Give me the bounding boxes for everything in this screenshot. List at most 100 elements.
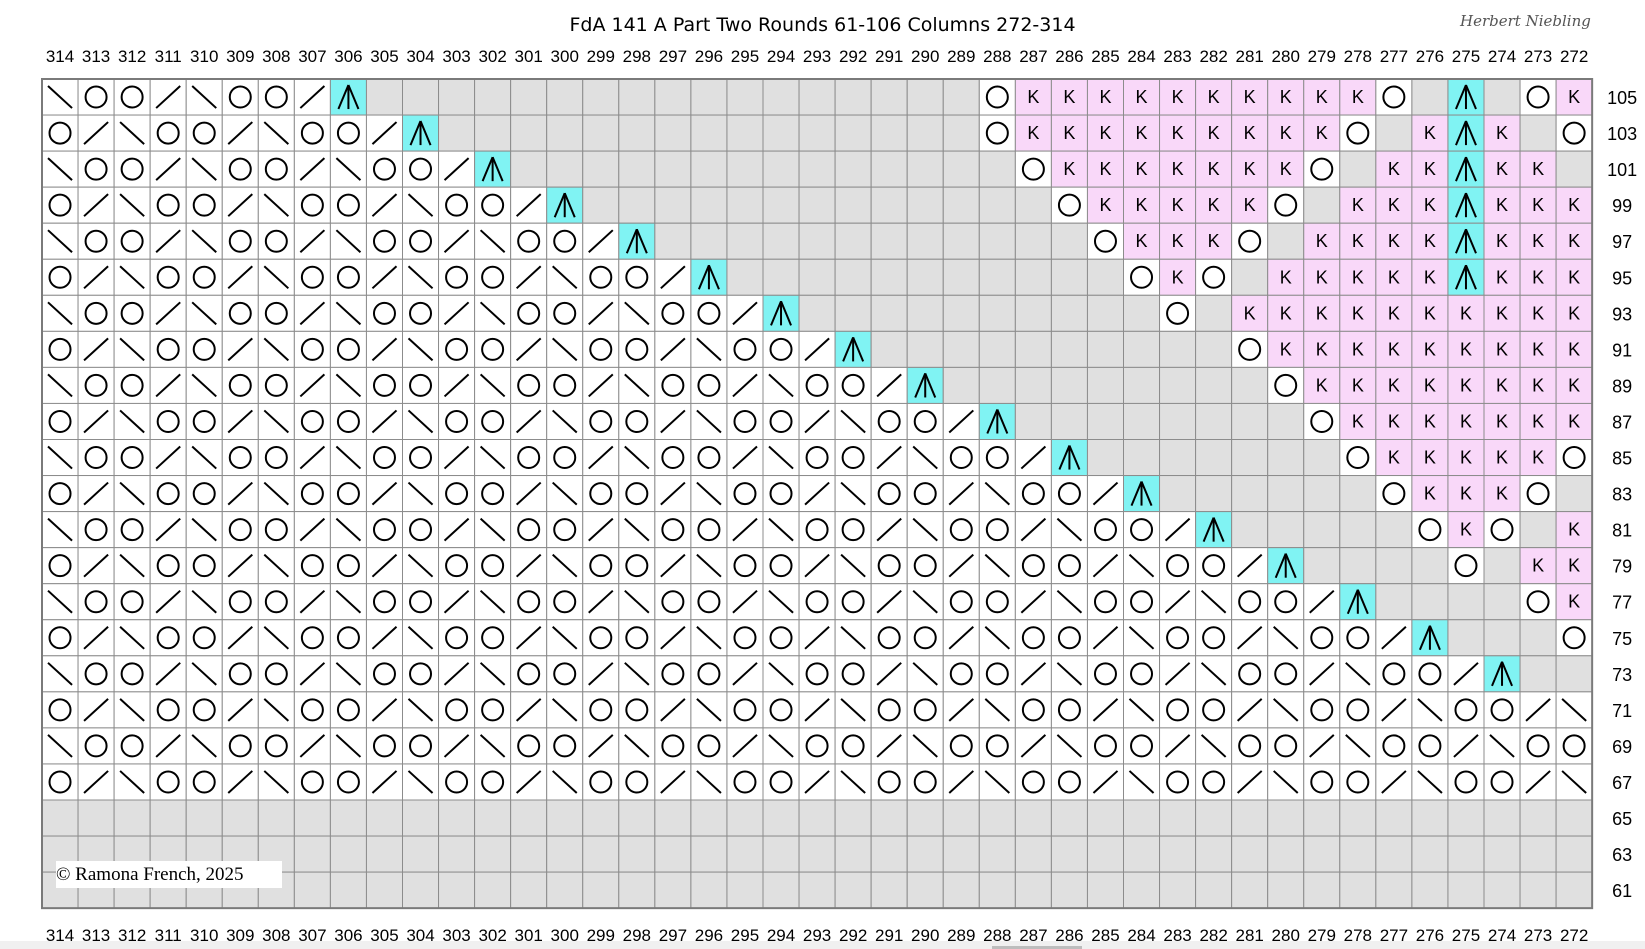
knit-symbol: K: [1244, 303, 1256, 323]
ssk-symbol: [335, 373, 362, 398]
knit-symbol: K: [1568, 520, 1580, 540]
column-label-top-293: 293: [803, 47, 831, 66]
chart-cell-101-301: [510, 150, 548, 188]
column-label-top-272: 272: [1560, 47, 1588, 66]
chart-cell-83-301: [510, 475, 548, 513]
chart-cell-83-314: [41, 475, 79, 513]
yarn-over-symbol: [300, 554, 324, 578]
chart-cell-79-298: [618, 547, 656, 585]
chart-cell-93-294: [762, 294, 800, 332]
chart-cell-79-310: [185, 547, 223, 585]
column-label-bottom-310: 310: [190, 926, 218, 945]
chart-cell-103-294: [762, 114, 800, 152]
chart-cell-67-293: [798, 763, 836, 801]
chart-cell-101-312: [113, 150, 151, 188]
knit-symbol: K: [1280, 123, 1292, 143]
yarn-over-symbol: [1093, 662, 1117, 686]
knit-symbol: K: [1136, 231, 1148, 251]
centered-decrease-symbol: [1455, 228, 1477, 254]
k2tog-symbol: [515, 770, 542, 794]
yarn-over-symbol: [733, 409, 757, 433]
chart-cell-99-288: [978, 186, 1016, 224]
chart-cell-73-290: [906, 655, 944, 693]
chart-cell-105-309: [221, 78, 259, 116]
chart-cell-83-295: [726, 475, 764, 513]
chart-cell-97-294: [762, 222, 800, 260]
chart-cell-87-282: [1195, 402, 1233, 441]
knit-symbol: K: [1172, 159, 1184, 179]
chart-cell-81-300: [546, 511, 584, 549]
k2tog-symbol: [371, 337, 398, 362]
chart-cell-97-306: [329, 222, 367, 260]
chart-cell-101-272: [1555, 150, 1593, 188]
ssk-symbol: [263, 481, 290, 506]
column-label-top-314: 314: [46, 47, 74, 66]
k2tog-symbol: [299, 85, 326, 109]
yarn-over-symbol: [1562, 734, 1586, 758]
yarn-over-symbol: [156, 409, 180, 433]
chart-cell-105-282: K: [1195, 78, 1233, 116]
k2tog-symbol: [732, 517, 758, 542]
chart-cell-89-287: [1014, 366, 1052, 404]
yarn-over-symbol: [48, 337, 72, 361]
knit-symbol: K: [1532, 339, 1544, 359]
chart-cell-95-287: [1014, 258, 1052, 296]
centered-decrease-symbol: [1455, 84, 1477, 110]
chart-cell-87-294: [762, 402, 800, 441]
chart-cell-89-305: [365, 366, 404, 404]
round-label-91: 91: [1612, 340, 1632, 360]
chart-cell-73-275: [1447, 655, 1485, 693]
column-label-top-299: 299: [587, 47, 615, 66]
ssk-symbol: [984, 626, 1011, 650]
chart-cell-105-304: [402, 78, 440, 116]
knit-symbol: K: [1208, 159, 1220, 179]
knit-symbol: K: [1388, 375, 1400, 395]
chart-cell-91-283: [1159, 330, 1197, 368]
chart-cell-79-294: [762, 547, 800, 585]
chart-cell-83-306: [329, 475, 367, 513]
chart-cell-95-277: K: [1375, 258, 1413, 296]
chart-cell-105-284: K: [1123, 78, 1161, 116]
yarn-over-symbol: [1490, 698, 1514, 722]
horizontal-scrollbar[interactable]: [0, 941, 1645, 949]
k2tog-symbol: [588, 301, 614, 326]
chart-cell-75-298: [618, 619, 656, 657]
round-label-93: 93: [1612, 304, 1632, 324]
chart-cell-91-287: [1014, 330, 1052, 368]
chart-cell-91-277: K: [1375, 330, 1413, 368]
chart-cell-93-293: [798, 294, 836, 332]
chart-cell-65-312: [113, 799, 151, 837]
chart-cell-85-278: [1339, 439, 1377, 477]
yarn-over-symbol: [372, 301, 396, 325]
ssk-symbol: [1345, 734, 1371, 758]
knit-symbol: K: [1568, 339, 1580, 359]
chart-cell-73-273: [1519, 655, 1557, 693]
chart-cell-103-295: [726, 114, 764, 152]
chart-cell-101-290: [906, 150, 944, 188]
yarn-over-symbol: [336, 698, 360, 722]
chart-cell-81-280: [1267, 511, 1305, 549]
yarn-over-symbol: [553, 229, 577, 253]
chart-cell-67-287: [1014, 763, 1052, 801]
chart-cell-89-289: [942, 366, 980, 404]
chart-cell-79-293: [798, 547, 836, 585]
chart-cell-65-284: [1123, 799, 1161, 837]
chart-cell-73-293: [798, 655, 836, 693]
yarn-over-symbol: [589, 554, 613, 578]
knit-symbol: K: [1352, 339, 1364, 359]
ssk-symbol: [335, 229, 362, 253]
scrollbar-thumb[interactable]: [992, 946, 1082, 949]
k2tog-symbol: [660, 337, 686, 362]
chart-cell-73-310: [185, 655, 223, 693]
chart-cell-65-287: [1014, 799, 1052, 837]
column-label-bottom-297: 297: [659, 926, 687, 945]
yarn-over-symbol: [84, 590, 108, 614]
chart-cell-71-279: [1303, 691, 1341, 729]
yarn-over-symbol: [48, 482, 72, 506]
chart-cell-83-284: [1123, 475, 1161, 513]
knit-symbol: K: [1280, 159, 1292, 179]
chart-cell-65-278: [1339, 799, 1377, 837]
chart-cell-73-281: [1231, 655, 1269, 693]
chart-cell-65-298: [618, 799, 656, 837]
